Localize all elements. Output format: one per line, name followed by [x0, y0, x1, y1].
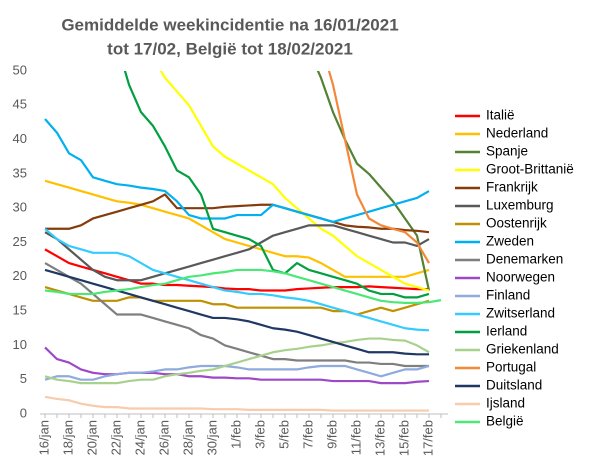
legend-label: Italië [486, 108, 515, 123]
legend-label: Finland [486, 288, 530, 303]
x-tick-label: 22/jan [108, 420, 123, 455]
y-tick-label: 35 [13, 165, 27, 180]
x-tick-label: 20/jan [84, 420, 99, 455]
x-tick-label: 15/feb [396, 420, 411, 456]
series-line [45, 193, 430, 234]
x-tick-label: 1/feb [228, 420, 243, 449]
x-tick-label: 24/jan [132, 420, 147, 455]
legend-label: Ijsland [486, 396, 525, 411]
legend-label: Ierland [486, 324, 527, 339]
series-line [44, 346, 430, 385]
series-line [44, 227, 430, 332]
series-line [44, 179, 430, 278]
legend-label: Noorwegen [486, 270, 555, 285]
y-tick-label: 10 [13, 337, 27, 352]
y-tick-label: 40 [13, 131, 27, 146]
x-tick-label: 9/feb [324, 420, 339, 449]
y-tick-label: 0 [20, 405, 27, 420]
legend-label: Frankrijk [486, 180, 538, 195]
legend-label: België [486, 414, 524, 429]
y-tick-label: 30 [13, 200, 27, 215]
y-tick-label: 45 [13, 97, 27, 112]
x-tick-label: 3/feb [252, 420, 267, 449]
series-line [44, 224, 430, 282]
y-tick-label: 15 [13, 303, 27, 318]
legend-label: Spanje [486, 144, 528, 159]
x-tick-label: 18/jan [60, 420, 75, 455]
series-line [44, 268, 429, 356]
chart-title: Gemiddelde weekincidentie na 16/01/2021 [61, 15, 398, 34]
chart-title: tot 17/02, België tot 18/02/2021 [107, 39, 353, 58]
series-line [44, 337, 430, 385]
legend-label: Zweden [486, 234, 534, 249]
x-tick-label: 11/feb [348, 420, 363, 455]
series-line [44, 268, 442, 304]
legend-label: Groot-Brittanië [486, 162, 574, 177]
series-line [316, 71, 431, 291]
legend-label: Luxemburg [486, 198, 554, 213]
y-tick-label: 5 [20, 371, 27, 386]
y-tick-label: 25 [13, 234, 27, 249]
series-line [44, 364, 430, 381]
y-tick-label: 50 [13, 62, 27, 77]
legend-label: Portugal [486, 360, 536, 375]
x-tick-label: 28/jan [180, 420, 195, 455]
series-line [123, 71, 430, 299]
series-line [44, 395, 429, 412]
x-tick-label: 16/jan [36, 420, 51, 455]
y-tick-label: 20 [13, 268, 27, 283]
legend-label: Zwitserland [486, 306, 555, 321]
x-tick-label: 30/jan [204, 420, 219, 455]
plot-area [44, 71, 442, 412]
series-line [44, 248, 429, 292]
legend-label: Duitsland [486, 378, 542, 393]
legend-label: Denemarken [486, 252, 563, 267]
x-tick-label: 26/jan [156, 420, 171, 455]
legend-label: Oostenrijk [486, 216, 547, 231]
x-tick-label: 13/feb [372, 420, 387, 456]
legend-label: Nederland [486, 126, 548, 141]
legend-label: Griekenland [486, 342, 559, 357]
series-line [44, 262, 429, 368]
series-line [159, 71, 430, 292]
x-tick-label: 7/feb [300, 420, 315, 449]
x-tick-label: 5/feb [276, 420, 291, 449]
series-line [327, 71, 430, 264]
series-line [44, 286, 430, 316]
x-tick-label: 17/feb [420, 420, 435, 456]
